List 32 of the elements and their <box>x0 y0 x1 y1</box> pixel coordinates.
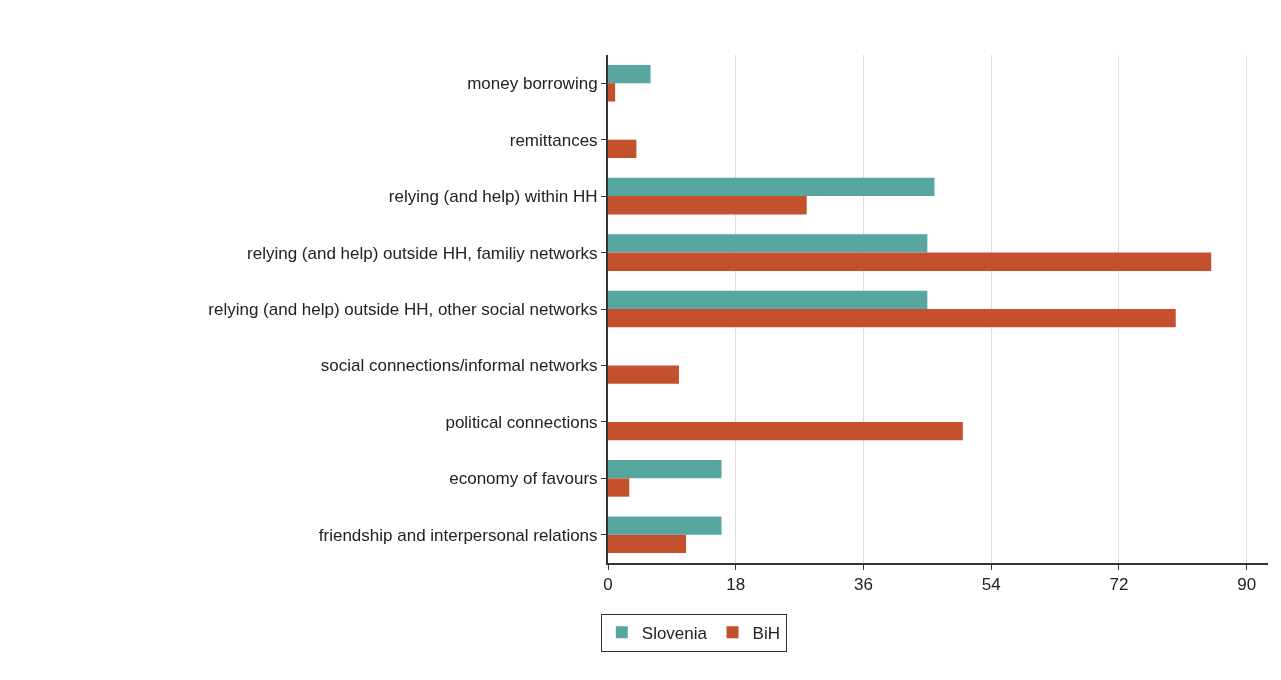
y-tick-label: relying (and help) outside HH, other social networks <box>208 299 598 319</box>
bar <box>608 234 928 253</box>
bar <box>608 478 630 497</box>
y-tick-label: friendship and interpersonal relations <box>318 525 598 545</box>
y-tick-label: economy of favours <box>449 469 598 489</box>
y-tick-label: money borrowing <box>467 74 598 94</box>
bar <box>608 365 679 384</box>
bar <box>608 309 1176 328</box>
y-tick-label: political connections <box>445 412 598 432</box>
bar <box>608 196 807 215</box>
bar <box>608 64 651 84</box>
bar <box>608 177 935 197</box>
x-tick-label: 72 <box>1109 575 1129 595</box>
y-tick-label: remittances <box>509 130 598 150</box>
y-tick-label: relying (and help) outside HH, familiy networks <box>247 243 598 263</box>
x-tick-label: 36 <box>854 575 873 595</box>
bar <box>608 139 637 159</box>
bar <box>608 421 963 441</box>
x-tick-label: 18 <box>726 575 746 595</box>
bar <box>608 290 928 309</box>
bar <box>608 83 616 102</box>
legend-label: BiH <box>752 623 780 643</box>
y-tick-label: social connections/informal networks <box>320 356 598 376</box>
x-tick-label: 90 <box>1237 575 1257 595</box>
bar <box>608 252 1212 271</box>
x-tick-label: 0 <box>603 575 613 595</box>
bar <box>608 459 722 479</box>
bar <box>608 534 687 554</box>
x-tick-label: 54 <box>981 575 1001 595</box>
bar <box>608 516 722 535</box>
legend-label: Slovenia <box>641 623 708 643</box>
y-tick-label: relying (and help) within HH <box>388 187 598 207</box>
